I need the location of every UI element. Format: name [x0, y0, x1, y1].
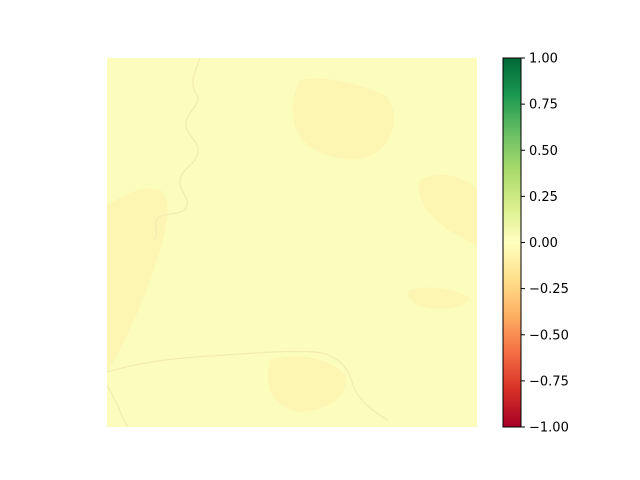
heatmap-river-line: [153, 57, 201, 241]
heatmap-creek-line: [106, 384, 129, 428]
heatmap-road-line: [106, 350, 389, 421]
heatmap-region-south: [267, 356, 346, 412]
heatmap-region-north: [292, 78, 395, 160]
heatmap-image: [106, 57, 477, 428]
colorbar-tick-label: −0.75: [529, 374, 569, 389]
heatmap-region-east: [418, 174, 477, 245]
colorbar-tick-label: 0.50: [529, 144, 558, 159]
colorbar-ticks: 1.00 0.75 0.50 0.25 0.00 −0.25 −0.50 −0.75 −1.00: [521, 52, 569, 436]
colorbar-tick-label: −1.00: [529, 421, 569, 436]
colorbar-tick-label: 0.00: [529, 236, 558, 251]
colorbar: 1.00 0.75 0.50 0.25 0.00 −0.25 −0.50 −0.75 −1.00: [502, 52, 569, 436]
colorbar-tick-label: 0.25: [529, 190, 558, 205]
heatmap-texture: [106, 57, 477, 428]
colorbar-tick-label: 1.00: [529, 52, 558, 67]
heatmap-region-southeast: [408, 287, 470, 309]
colorbar-tick-label: −0.25: [529, 282, 569, 297]
colorbar-tick-label: −0.50: [529, 328, 569, 343]
heatmap-region-west: [107, 188, 168, 372]
colorbar-tick-label: 0.75: [529, 98, 558, 113]
colorbar-gradient-bar: [503, 58, 521, 427]
